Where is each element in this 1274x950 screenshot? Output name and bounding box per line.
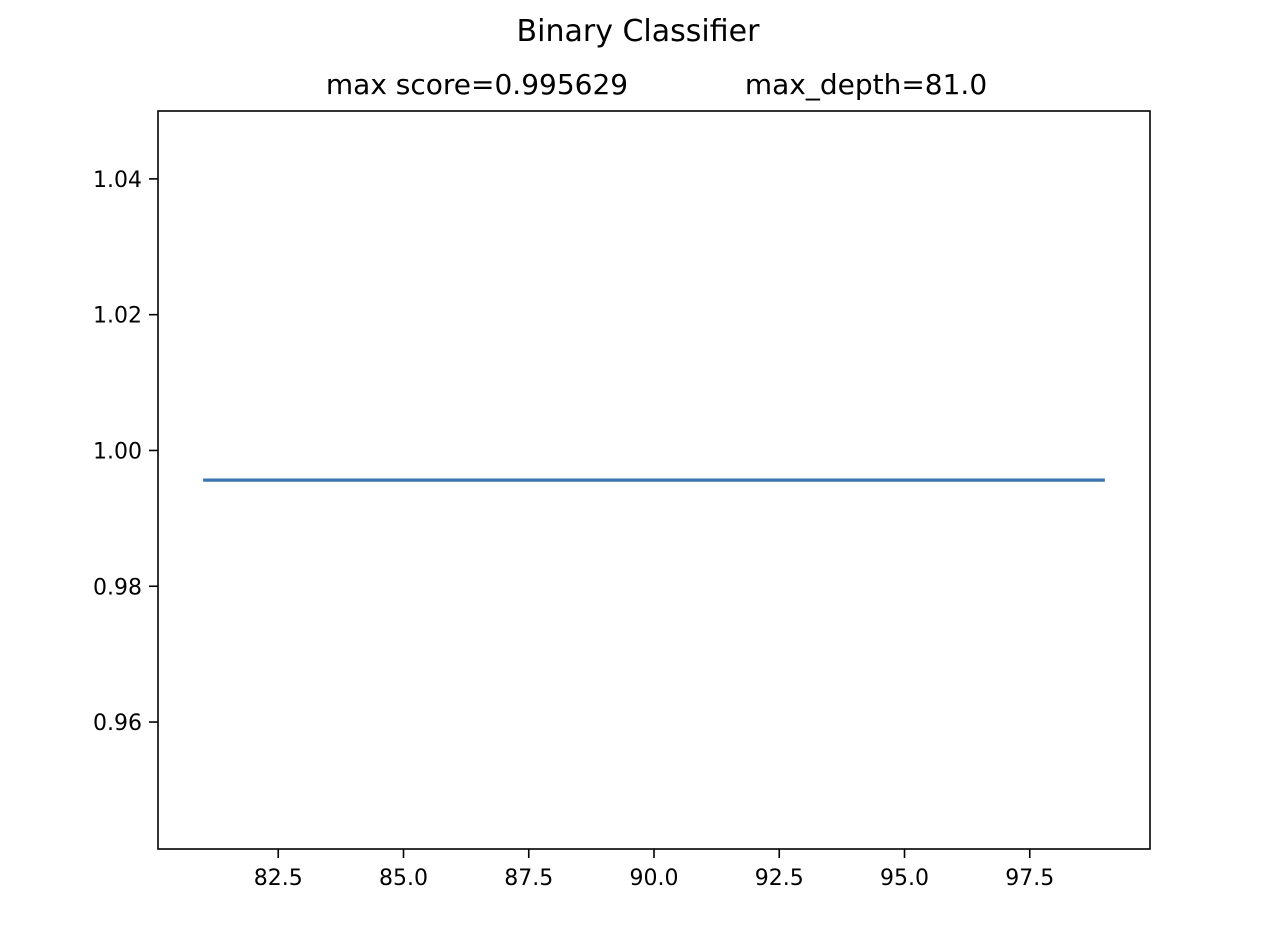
x-tick-label: 82.5 [254,866,303,891]
x-tick-label: 92.5 [755,866,804,891]
y-axis: 0.96 0.98 1.00 1.02 1.04 [93,168,158,736]
x-tick-label: 85.0 [379,866,428,891]
x-tick-label: 90.0 [630,866,679,891]
x-tick-label: 87.5 [504,866,553,891]
y-tick-label: 0.96 [93,711,142,736]
x-tick-label: 95.0 [880,866,929,891]
figure-title: Binary Classifier [517,14,761,49]
x-axis: 82.5 85.0 87.5 90.0 92.5 95.0 97.5 [254,849,1054,891]
y-tick-label: 1.04 [93,168,142,193]
chart-subtitle-depth: max_depth=81.0 [745,68,987,101]
y-tick-label: 1.02 [93,304,142,329]
axes-frame [157,110,1151,850]
y-tick-label: 0.98 [93,575,142,600]
x-tick-label: 97.5 [1005,866,1054,891]
chart-subtitle-score: max score=0.995629 [326,68,628,101]
y-tick-label: 1.00 [93,439,142,464]
